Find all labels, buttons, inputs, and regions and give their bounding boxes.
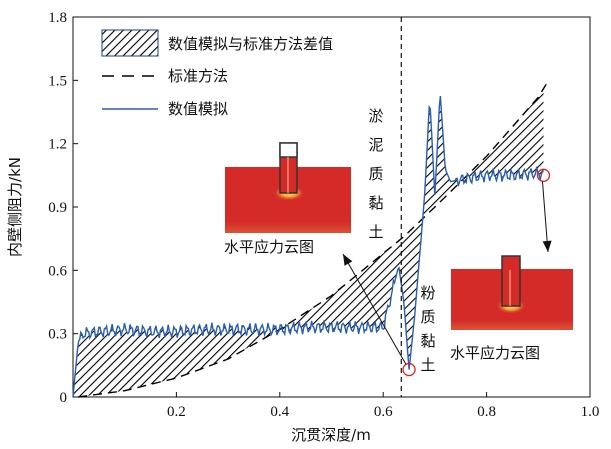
- y-tick-label: 1.8: [48, 10, 67, 26]
- soil-label-char: 泥: [368, 136, 383, 154]
- inset-left-caption: 水平应力云图: [224, 238, 314, 256]
- arrow-to-right-inset: [541, 181, 552, 253]
- x-tick-label: 0.6: [374, 404, 393, 420]
- y-tick-label: 0.6: [48, 263, 67, 279]
- x-tick-label: 0.2: [167, 404, 186, 420]
- y-tick-label: 0.9: [48, 200, 67, 216]
- soil-label-char: 质: [420, 308, 435, 326]
- x-tick-label: 0.4: [270, 404, 289, 420]
- highlight-marker: [402, 362, 416, 377]
- x-axis-title: 沉贯深度/m: [291, 426, 371, 444]
- legend-hatch-swatch: [101, 29, 159, 57]
- soil-label-char: 土: [420, 356, 435, 374]
- difference-hatched-area: [73, 88, 544, 398]
- y-tick-label: 1.2: [48, 137, 67, 153]
- soil-label-char: 黏: [420, 332, 435, 350]
- y-tick-label: 1.5: [48, 73, 67, 89]
- arrow-to-left-inset: [342, 253, 407, 365]
- inset-left: 水平应力云图: [224, 140, 353, 256]
- x-tick-label: 1.0: [581, 404, 600, 420]
- legend-label-numerical: 数值模拟: [168, 100, 228, 118]
- soil-label-char: 土: [368, 223, 383, 241]
- legend-label-difference: 数值模拟与标准方法差值: [168, 35, 333, 53]
- y-tick-label: 0.3: [48, 327, 67, 343]
- inset-right-caption: 水平应力云图: [450, 344, 540, 362]
- numerical-simulation-line: [72, 96, 544, 398]
- x-tick-label: 0.8: [477, 404, 496, 420]
- inset-right: 水平应力云图: [450, 255, 573, 362]
- inset-right-pile: [501, 255, 521, 307]
- soil-label-char: 黏: [368, 194, 383, 212]
- soil-label-char: 质: [368, 165, 383, 183]
- soil-label-char: 粉: [420, 284, 435, 302]
- legend-label-standard: 标准方法: [168, 67, 228, 85]
- soil-label-char: 淤: [368, 107, 383, 125]
- highlight-marker: [536, 168, 551, 182]
- standard-method-line: [78, 79, 550, 398]
- y-tick-label: 0: [60, 390, 68, 406]
- y-axis-title: 内壁侧阻力/kN: [6, 157, 24, 257]
- legend: 数值模拟与标准方法差值 标准方法 数值模拟: [101, 29, 333, 118]
